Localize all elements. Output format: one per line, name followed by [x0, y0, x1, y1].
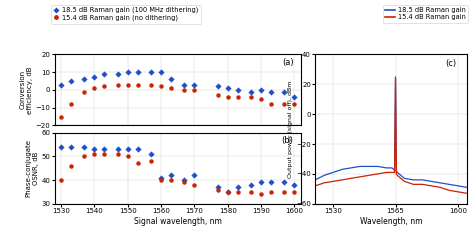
Point: [124, 70, 132, 74]
Point: [224, 190, 231, 194]
Point: [91, 86, 98, 90]
Point: [167, 77, 175, 81]
Point: [224, 95, 231, 99]
Point: [67, 145, 75, 149]
Y-axis label: Conversion
efficiency, dB: Conversion efficiency, dB: [20, 66, 33, 114]
Text: (c): (c): [445, 59, 456, 68]
Point: [291, 190, 298, 194]
Point: [247, 95, 255, 99]
Point: [281, 190, 288, 194]
Point: [291, 102, 298, 106]
Point: [181, 82, 188, 86]
Point: [124, 82, 132, 86]
Point: [281, 90, 288, 94]
Point: [157, 178, 165, 182]
Point: [234, 95, 241, 99]
Text: (b): (b): [282, 136, 293, 145]
Point: [214, 84, 221, 88]
Point: [157, 70, 165, 74]
Point: [234, 88, 241, 92]
Point: [247, 90, 255, 94]
Point: [257, 97, 265, 101]
Point: [81, 145, 88, 149]
Point: [81, 90, 88, 94]
Point: [257, 88, 265, 92]
Point: [134, 70, 142, 74]
Point: [147, 159, 155, 163]
Point: [247, 190, 255, 194]
Point: [147, 82, 155, 86]
Text: (a): (a): [282, 58, 293, 67]
Point: [181, 88, 188, 92]
Point: [57, 115, 65, 119]
Point: [57, 178, 65, 182]
Point: [124, 154, 132, 158]
Point: [67, 164, 75, 168]
Point: [157, 84, 165, 88]
Point: [100, 72, 108, 76]
Y-axis label: Phase-conjugate
OSNR, dB: Phase-conjugate OSNR, dB: [26, 139, 38, 197]
Point: [267, 102, 275, 106]
Point: [167, 86, 175, 90]
Point: [100, 84, 108, 88]
Y-axis label: Output power (signal off), dBm: Output power (signal off), dBm: [288, 80, 293, 178]
Legend: 18.5 dB Raman gain (100 MHz dithering), 15.4 dB Raman gain (no dithering): 18.5 dB Raman gain (100 MHz dithering), …: [51, 4, 201, 23]
Point: [157, 176, 165, 180]
Point: [191, 88, 198, 92]
Point: [134, 82, 142, 86]
Point: [114, 147, 122, 151]
Point: [134, 147, 142, 151]
Point: [214, 93, 221, 97]
Point: [224, 190, 231, 194]
Point: [67, 102, 75, 106]
Point: [214, 185, 221, 189]
Point: [57, 145, 65, 149]
Point: [114, 152, 122, 156]
Point: [100, 152, 108, 156]
Point: [124, 147, 132, 151]
Point: [67, 79, 75, 83]
Point: [257, 192, 265, 196]
X-axis label: Signal wavelength, nm: Signal wavelength, nm: [134, 217, 222, 226]
Point: [291, 183, 298, 187]
Point: [91, 76, 98, 80]
Point: [247, 183, 255, 187]
Point: [81, 77, 88, 81]
Point: [191, 183, 198, 187]
Point: [281, 102, 288, 106]
Point: [224, 86, 231, 90]
Point: [281, 181, 288, 185]
Point: [134, 162, 142, 165]
Point: [147, 152, 155, 156]
Point: [191, 173, 198, 177]
Point: [257, 181, 265, 185]
Point: [114, 82, 122, 86]
Point: [57, 82, 65, 86]
Point: [167, 173, 175, 177]
X-axis label: Wavelength, nm: Wavelength, nm: [360, 217, 422, 226]
Point: [234, 185, 241, 189]
Point: [147, 70, 155, 74]
Point: [100, 147, 108, 151]
Point: [234, 190, 241, 194]
Point: [181, 181, 188, 185]
Legend: 18.5 dB Raman gain, 15.4 dB Raman gain: 18.5 dB Raman gain, 15.4 dB Raman gain: [383, 4, 468, 22]
Point: [191, 82, 198, 86]
Point: [267, 190, 275, 194]
Point: [267, 181, 275, 185]
Point: [91, 147, 98, 151]
Point: [114, 72, 122, 76]
Point: [267, 90, 275, 94]
Point: [91, 152, 98, 156]
Point: [181, 178, 188, 182]
Point: [291, 95, 298, 99]
Point: [167, 178, 175, 182]
Point: [81, 154, 88, 158]
Point: [214, 187, 221, 191]
